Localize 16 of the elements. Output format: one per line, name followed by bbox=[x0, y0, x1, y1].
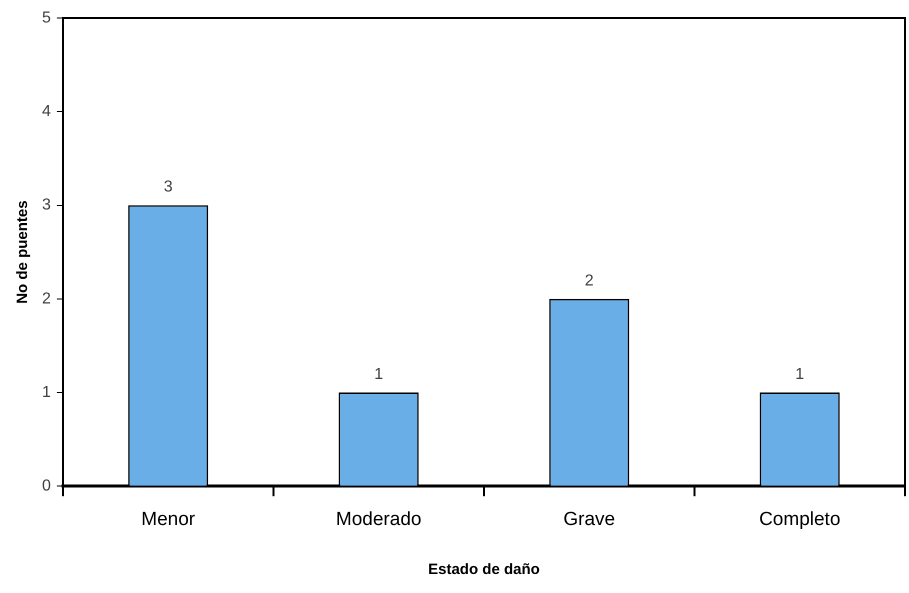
x-tick-label: Grave bbox=[563, 508, 616, 530]
y-tick-label: 4 bbox=[42, 103, 51, 120]
y-axis-title: No de puentes bbox=[14, 200, 32, 304]
y-tick-label: 2 bbox=[42, 290, 51, 308]
y-tick-label: 3 bbox=[42, 196, 51, 214]
x-tick-label: Menor bbox=[141, 508, 196, 530]
data-label: 1 bbox=[374, 366, 384, 383]
x-tick-label: Moderado bbox=[336, 508, 422, 530]
y-tick-label: 0 bbox=[42, 478, 51, 495]
y-tick-label: 1 bbox=[42, 384, 51, 401]
data-label: 1 bbox=[795, 366, 804, 383]
x-axis-title: Estado de daño bbox=[428, 561, 540, 578]
x-tick-label: Completo bbox=[759, 508, 840, 530]
y-tick-label: 5 bbox=[42, 9, 51, 26]
data-label: 3 bbox=[164, 178, 173, 196]
data-label: 2 bbox=[584, 272, 594, 290]
